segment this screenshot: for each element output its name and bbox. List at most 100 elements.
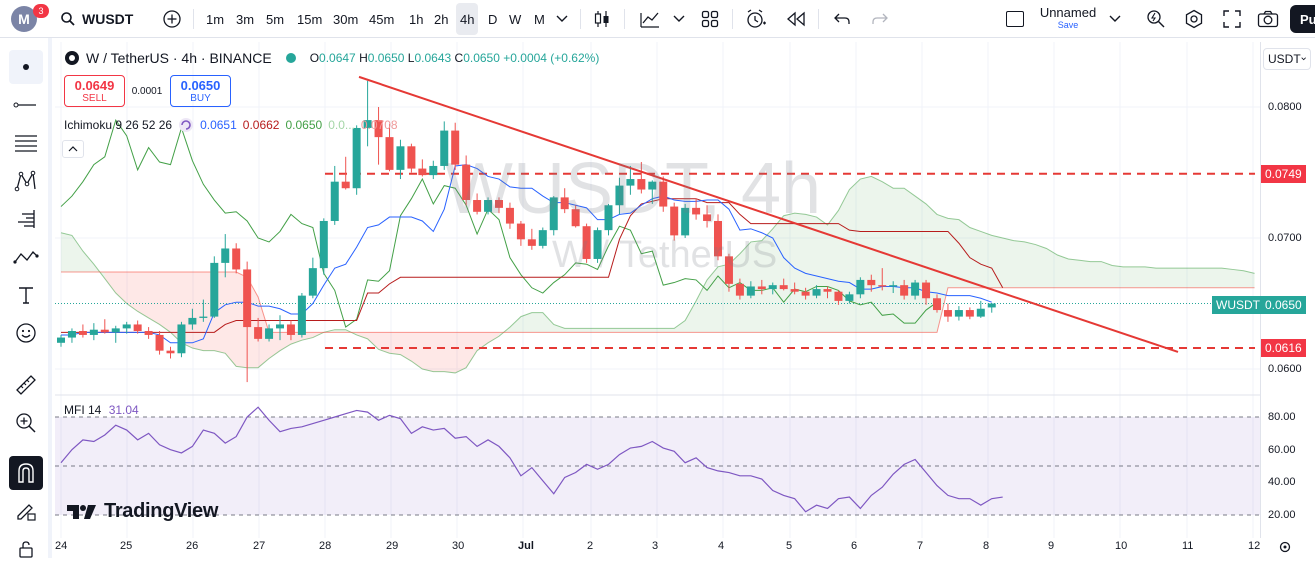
quick-search-button[interactable] (1142, 0, 1170, 38)
alert-button[interactable] (742, 0, 770, 38)
timeframe-W[interactable]: W (509, 11, 522, 27)
layout-dropdown[interactable] (1106, 0, 1124, 38)
layout-name-button[interactable]: Unnamed Save (1036, 5, 1100, 35)
kumo-cloud-segment (575, 328, 587, 333)
fib-tool[interactable] (9, 126, 43, 160)
measure-tool[interactable] (9, 368, 43, 402)
ichimoku-legend[interactable]: Ichimoku 9 26 52 26 0.0651 0.0662 0.0650… (64, 117, 398, 133)
candle-down (407, 146, 416, 169)
time-tick: 11 (1182, 540, 1194, 552)
sell-button[interactable]: 0.0649 SELL (64, 75, 125, 107)
timeframe-15m[interactable]: 15m (297, 11, 323, 27)
kumo-cloud-segment (564, 328, 576, 333)
emoji-tool[interactable] (9, 316, 43, 350)
fib-retracement-icon (15, 135, 37, 152)
hline-price-label: 0.0616 (1261, 339, 1306, 357)
currency-label: USDT (1268, 52, 1301, 66)
text-tool[interactable] (9, 278, 43, 312)
forecast-tool[interactable] (9, 202, 43, 236)
indicators-dropdown[interactable] (670, 0, 688, 38)
line-tool-icon (13, 102, 36, 108)
undo-button[interactable] (828, 0, 856, 38)
time-tick: 9 (1048, 540, 1055, 552)
timeframe-2h[interactable]: 2h (434, 11, 449, 27)
kumo-cloud-segment (225, 272, 237, 367)
candle-up (845, 294, 854, 301)
pair-title[interactable]: W / TetherUS · 4h · BINANCE (86, 50, 272, 66)
time-tick: 8 (983, 540, 990, 552)
candle-up (352, 127, 361, 189)
kumo-cloud-segment (630, 328, 642, 333)
candle-down (757, 286, 766, 290)
timeframe-3m[interactable]: 3m (236, 11, 255, 27)
mfi-legend[interactable]: MFI 14 31.04 (64, 403, 139, 417)
kumo-cloud-segment (367, 332, 379, 350)
low-label: L (407, 51, 415, 65)
timeframe-4h[interactable]: 4h (456, 3, 479, 35)
grid-icon (701, 10, 719, 28)
remove-drawings-tool[interactable] (9, 532, 43, 566)
timeframe-45m[interactable]: 45m (369, 11, 395, 27)
kumo-cloud-segment (520, 312, 532, 333)
layout-checkbox[interactable] (1004, 0, 1026, 38)
settings-button[interactable] (1180, 0, 1208, 38)
fullscreen-button[interactable] (1218, 0, 1246, 38)
magnet-tool[interactable] (9, 456, 43, 490)
chart-type-button[interactable] (588, 0, 616, 38)
candle-down (243, 269, 252, 328)
screenshot-button[interactable] (1254, 0, 1282, 38)
symbol-logo-icon (65, 51, 79, 65)
candle-up (746, 286, 755, 296)
symbol-search[interactable]: WUSDT (60, 0, 150, 38)
collapse-legend-button[interactable] (62, 140, 84, 158)
buy-button[interactable]: 0.0650 BUY (170, 75, 231, 107)
name-watermark: W / TetherUS (552, 234, 778, 276)
candle-up (911, 282, 920, 296)
candle-up (615, 185, 624, 206)
kumo-cloud-segment (652, 328, 664, 333)
candle-up (122, 324, 131, 329)
currency-selector[interactable]: USDT (1263, 48, 1311, 70)
timeframe-1h[interactable]: 1h (409, 11, 424, 27)
kumo-cloud-segment (126, 272, 138, 312)
alarm-clock-icon (747, 9, 766, 28)
kumo-cloud-segment (1101, 261, 1113, 288)
user-avatar[interactable]: M (10, 0, 38, 38)
candle-up (276, 324, 284, 329)
chevron-down-icon (1109, 15, 1121, 22)
time-tick: 6 (851, 540, 858, 552)
tradingview-logo[interactable]: TradingView (66, 500, 218, 523)
chart-settings-button[interactable] (1273, 538, 1297, 556)
candle-down (527, 239, 536, 246)
drawing-mode-tool[interactable] (9, 494, 43, 528)
top-toolbar: M 3 WUSDT 1m 3m 5m 15m 30m 45m 1h 2h 4h D W M (0, 0, 1315, 38)
brush-tool[interactable] (9, 240, 43, 274)
kumo-cloud-segment (334, 329, 346, 333)
timeframe-1m[interactable]: 1m (206, 11, 225, 27)
path-icon (13, 251, 39, 264)
compare-symbol-button[interactable] (158, 0, 186, 38)
chevron-down-icon (673, 15, 685, 22)
templates-button[interactable] (696, 0, 724, 38)
indicators-button[interactable] (636, 0, 664, 38)
candle-down (385, 137, 394, 170)
redo-button[interactable] (866, 0, 894, 38)
timeframe-dropdown[interactable] (552, 0, 572, 38)
pattern-tool[interactable] (9, 164, 43, 198)
replay-button[interactable] (782, 0, 810, 38)
timeframe-M[interactable]: M (534, 11, 545, 27)
trend-line-tool[interactable] (9, 88, 43, 122)
timeframe-30m[interactable]: 30m (333, 11, 359, 27)
time-tick: 3 (652, 540, 659, 552)
publish-button[interactable]: Pu (1290, 5, 1315, 33)
timeframe-5m[interactable]: 5m (266, 11, 285, 27)
gear-icon (1185, 9, 1203, 29)
cursor-tool[interactable] (9, 50, 43, 84)
timeframe-D[interactable]: D (488, 11, 498, 27)
kumo-cloud-segment (1210, 268, 1222, 288)
kumo-cloud-segment (115, 272, 127, 304)
price-axis[interactable] (1260, 42, 1315, 538)
change-value: +0.0004 (+0.62%) (503, 51, 600, 65)
zoom-tool[interactable] (9, 406, 43, 440)
